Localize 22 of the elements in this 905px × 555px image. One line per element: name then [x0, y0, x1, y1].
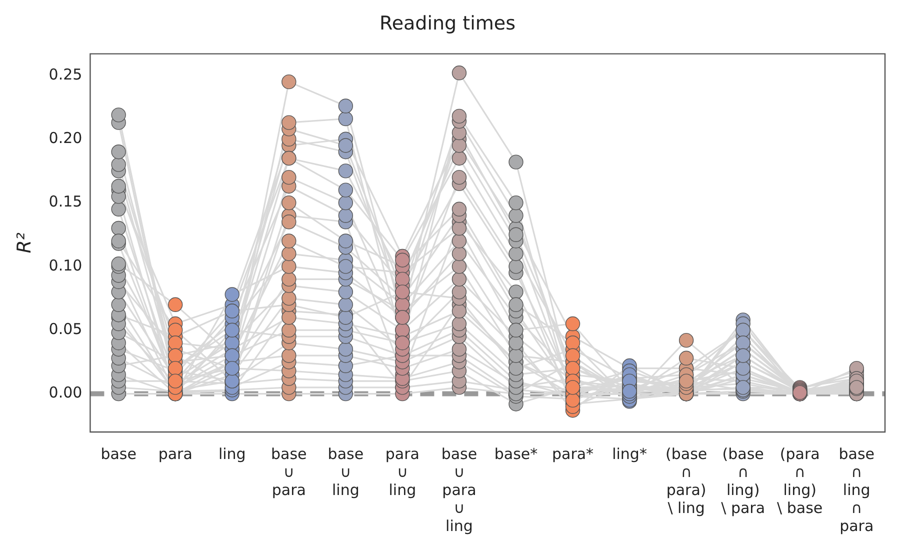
- x-tick-label: base*: [494, 444, 538, 463]
- x-tick-label: (base ∩ ling) \ para: [721, 444, 766, 517]
- x-tick-label: base ∪ ling: [328, 444, 364, 499]
- y-tick-label: 0.10: [48, 256, 82, 274]
- y-tick-label: 0.00: [48, 384, 82, 402]
- x-tick-label: para*: [552, 444, 594, 463]
- x-tick-label: base ∩ ling ∩ para: [838, 444, 874, 535]
- y-tick-label: 0.20: [48, 129, 82, 148]
- x-tick-label: base: [100, 444, 136, 463]
- x-tick-label: (base ∩ para) \ ling: [665, 444, 708, 517]
- x-tick-label: ling*: [612, 444, 648, 463]
- x-tick-label: ling: [218, 444, 246, 463]
- x-tick-label: para ∪ ling: [385, 444, 420, 499]
- x-tick-label: base ∪ para: [271, 444, 307, 499]
- y-tick-label: 0.15: [48, 192, 82, 211]
- x-tick-label: (para ∩ ling) \ base: [777, 444, 823, 517]
- chart-title: Reading times: [380, 12, 516, 34]
- y-axis-title: R²: [13, 232, 36, 254]
- x-tick-label: base ∪ para ∪ ling: [441, 444, 478, 535]
- x-tick-label: para: [158, 444, 192, 463]
- y-tick-label: 0.25: [48, 65, 82, 84]
- y-tick-label: 0.05: [48, 320, 82, 338]
